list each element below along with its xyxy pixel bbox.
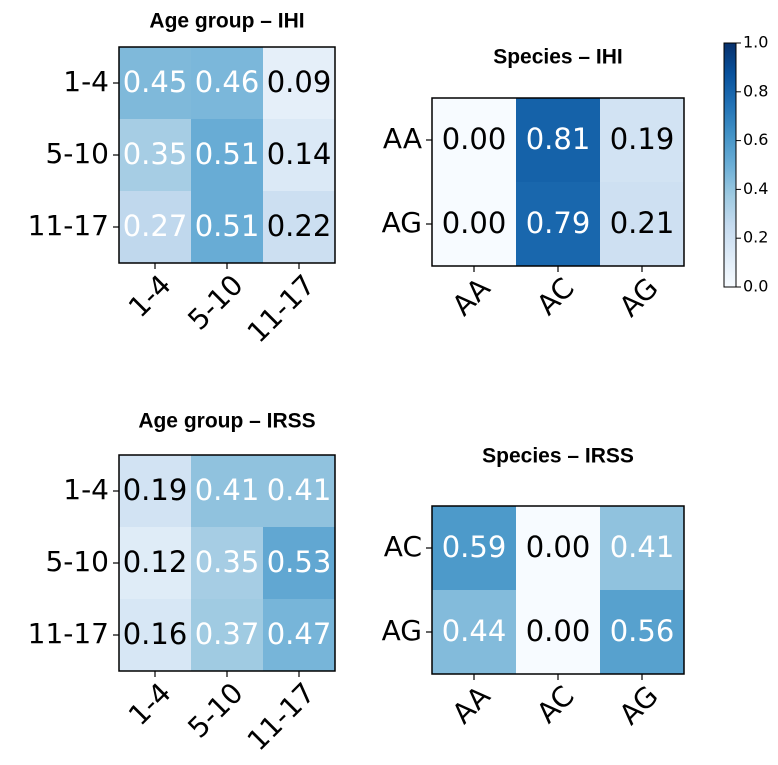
cell-label: 0.00 xyxy=(442,206,507,240)
cell-label: 0.37 xyxy=(195,617,260,651)
colorbar xyxy=(723,42,737,288)
heatmap-cell xyxy=(263,119,335,191)
cell-label: 0.00 xyxy=(442,122,507,156)
heatmap-cell xyxy=(191,527,263,599)
cell-label: 0.22 xyxy=(267,209,332,243)
y-tick-label: 1-4 xyxy=(63,65,109,98)
cell-label: 0.79 xyxy=(526,206,591,240)
y-tick-label: 1-4 xyxy=(63,473,109,506)
heatmap-cell xyxy=(119,527,191,599)
x-tick-label: 5-10 xyxy=(181,676,249,744)
y-tick-label: AG xyxy=(382,614,422,647)
y-tick-label: 11-17 xyxy=(28,617,109,650)
chart-title: Species – IRSS xyxy=(482,445,634,468)
chart-title: Species – IHI xyxy=(493,46,623,69)
heatmap-cell xyxy=(191,47,263,119)
chart-title: Age group – IHI xyxy=(149,10,304,33)
y-tick-label: AC xyxy=(384,530,422,563)
cell-label: 0.41 xyxy=(267,473,332,507)
heatmap-cell xyxy=(432,182,516,266)
cell-label: 0.51 xyxy=(195,137,260,171)
heatmap-cell xyxy=(119,599,191,671)
cell-label: 0.35 xyxy=(123,137,188,171)
y-tick-label: AA xyxy=(383,122,422,155)
cell-label: 0.14 xyxy=(267,137,332,171)
cell-label: 0.21 xyxy=(610,206,675,240)
heatmap-cell xyxy=(191,191,263,263)
heatmap-cell xyxy=(516,98,600,182)
cell-label: 0.19 xyxy=(123,473,188,507)
cell-label: 0.19 xyxy=(610,122,675,156)
x-tick-label: 1-4 xyxy=(122,268,178,324)
heatmap-cell xyxy=(263,599,335,671)
cell-label: 0.56 xyxy=(610,614,675,648)
cell-label: 0.53 xyxy=(267,545,332,579)
x-tick-label: 1-4 xyxy=(122,676,178,732)
heatmap-cell xyxy=(432,506,516,590)
heatmap-cell xyxy=(263,47,335,119)
heatmap-cell xyxy=(432,590,516,674)
x-tick-label: 11-17 xyxy=(241,268,322,349)
colorbar-tick-label: 0.4 xyxy=(743,179,768,198)
heatmap-cell xyxy=(119,455,191,527)
y-tick-label: 11-17 xyxy=(28,209,109,242)
cell-label: 0.12 xyxy=(123,545,188,579)
heatmap-cell xyxy=(600,590,684,674)
heatmap-cell xyxy=(432,98,516,182)
x-tick-label: AC xyxy=(530,271,580,321)
cell-label: 0.27 xyxy=(123,209,188,243)
cell-label: 0.44 xyxy=(442,614,507,648)
colorbar-tick-label: 0.2 xyxy=(743,228,768,247)
heatmap-cell xyxy=(191,119,263,191)
cell-label: 0.00 xyxy=(526,614,591,648)
x-tick-label: AG xyxy=(613,271,665,323)
heatmap-cell xyxy=(516,182,600,266)
x-tick-label: AA xyxy=(446,271,497,322)
colorbar-tick-label: 0.6 xyxy=(743,130,768,149)
chart-title: Age group – IRSS xyxy=(138,410,315,433)
cell-label: 0.46 xyxy=(195,65,260,99)
colorbar-tick-label: 0.0 xyxy=(743,277,768,296)
cell-label: 0.81 xyxy=(526,122,591,156)
heatmap-cell xyxy=(191,599,263,671)
cell-label: 0.41 xyxy=(195,473,260,507)
cell-label: 0.51 xyxy=(195,209,260,243)
cell-label: 0.16 xyxy=(123,617,188,651)
x-tick-label: AA xyxy=(446,679,497,730)
cell-label: 0.47 xyxy=(267,617,332,651)
heatmap-cell xyxy=(516,506,600,590)
heatmap-cell xyxy=(119,119,191,191)
heatmap-cell xyxy=(600,506,684,590)
colorbar-tick-label: 0.8 xyxy=(743,81,768,100)
cell-label: 0.41 xyxy=(610,530,675,564)
x-tick-label: 11-17 xyxy=(241,676,322,757)
heatmap-cell xyxy=(600,182,684,266)
x-tick-label: AG xyxy=(613,679,665,731)
x-tick-label: AC xyxy=(530,679,580,729)
y-tick-label: 5-10 xyxy=(45,545,109,578)
heatmap-cell xyxy=(119,47,191,119)
cell-label: 0.09 xyxy=(267,65,332,99)
cell-label: 0.35 xyxy=(195,545,260,579)
cell-label: 0.00 xyxy=(526,530,591,564)
colorbar-tick-label: 1.0 xyxy=(743,33,768,52)
cell-label: 0.59 xyxy=(442,530,507,564)
y-tick-label: 5-10 xyxy=(45,137,109,170)
heatmap-cell xyxy=(191,455,263,527)
x-tick-label: 5-10 xyxy=(181,268,249,336)
y-tick-label: AG xyxy=(382,206,422,239)
heatmap-cell xyxy=(516,590,600,674)
cell-label: 0.45 xyxy=(123,65,188,99)
heatmap-cell xyxy=(263,191,335,263)
heatmap-cell xyxy=(263,527,335,599)
heatmap-cell xyxy=(600,98,684,182)
heatmap-cell xyxy=(263,455,335,527)
heatmap-cell xyxy=(119,191,191,263)
